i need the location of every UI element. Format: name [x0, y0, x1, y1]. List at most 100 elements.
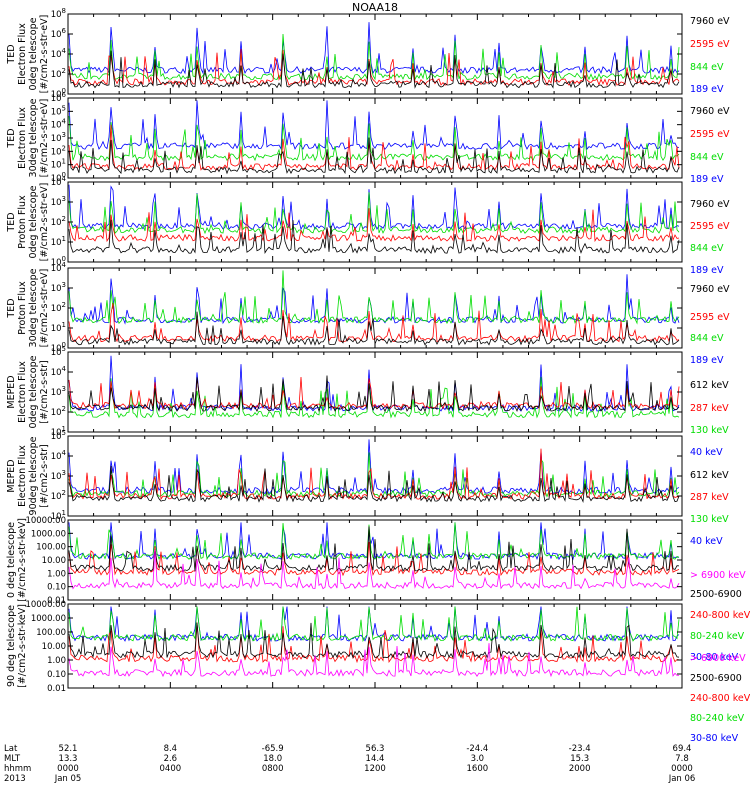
y-tick-label: 105 [51, 104, 66, 117]
y-tick-label: 102 [51, 144, 66, 157]
time-axis-tick-label: 1200 [364, 764, 386, 774]
series-trace-7960-ev [68, 50, 680, 89]
panel-frame [67, 435, 683, 517]
series-trace-80-240-kev [68, 606, 680, 643]
legend-entry: 7960 eV [690, 106, 730, 117]
y-tick-label: 0.10 [47, 670, 66, 680]
time-axis-tick-label: 3.0 [471, 754, 485, 764]
y-axis-label: [#/cm2-s-str-eV] [39, 99, 50, 178]
panel-frame [67, 351, 683, 433]
y-tick-label: 1.00 [47, 569, 66, 579]
y-tick-label: 1000.00 [31, 614, 66, 624]
y-tick-label: 10.00 [42, 556, 66, 566]
y-tick-label: 100 [51, 255, 66, 268]
time-axis-tick-label: Jan 06 [668, 774, 696, 784]
series-trace-2500-6900 [68, 526, 680, 573]
y-axis-label: [#/cm2-s-str] [39, 444, 50, 507]
y-tick-label: 0.01 [47, 684, 66, 694]
time-axis-tick-label: -65.9 [262, 744, 284, 754]
legend-entry: 2595 eV [690, 312, 730, 323]
legend-entry: 189 eV [690, 174, 724, 185]
legend-entry: 844 eV [690, 243, 724, 254]
time-axis-tick-label: 14.4 [366, 754, 385, 764]
legend-entry: 130 keV [690, 514, 729, 525]
y-tick-label: 10000.00 [25, 600, 66, 610]
legend-entry: 287 keV [690, 492, 729, 503]
time-axis-tick-label: 15.3 [570, 754, 589, 764]
y-axis-label: TED [6, 298, 17, 318]
time-axis-tick-label: 69.4 [673, 744, 692, 754]
legend-entry: 7960 eV [690, 199, 730, 210]
series-trace-2595-ev [68, 208, 680, 243]
time-axis-tick-label: 0000 [57, 764, 79, 774]
legend-entry: 612 keV [690, 380, 729, 391]
y-tick-label: 0.10 [47, 583, 66, 593]
time-axis-tick-label: 0800 [262, 764, 284, 774]
time-axis-row-label: hhmm [4, 764, 31, 774]
legend-entry: 189 eV [690, 84, 724, 95]
time-axis-tick-label: 52.1 [59, 744, 78, 754]
y-axis-label: 90deg telescope [28, 436, 39, 515]
y-tick-label: 100 [51, 87, 66, 100]
y-tick-label: 103 [51, 469, 66, 482]
y-tick-label: 104 [51, 118, 67, 131]
y-axis-label: 0deg telescope [28, 185, 39, 258]
y-tick-label: 106 [51, 91, 67, 104]
legend-entry: 30-80 keV [690, 652, 739, 663]
legend-entry: 2500-6900 [690, 673, 742, 684]
y-axis-label: TED [6, 212, 17, 232]
y-tick-label: 104 [51, 47, 67, 60]
time-axis-tick-label: -24.4 [466, 744, 488, 754]
y-axis-label: [#/cm2-s-str-eV] [39, 269, 50, 348]
legend-entry: 612 keV [690, 470, 729, 481]
series-trace-7960-ev [68, 219, 680, 255]
time-axis-tick-label: 0400 [160, 764, 182, 774]
series-trace--6900-kev [68, 643, 680, 678]
y-tick-label: 101 [51, 158, 66, 171]
panel-1: 100 102 104 106 108 TED Electron Flux 0deg tele… [6, 7, 730, 100]
y-tick-label: 103 [51, 131, 66, 144]
y-axis-label: 90 deg telescope [6, 605, 17, 687]
legend-entry: 189 eV [690, 265, 724, 276]
legend-entry: > 6900 keV [690, 570, 746, 581]
y-axis-label: MEPED [6, 459, 17, 492]
y-axis-label: 30deg telescope [28, 98, 39, 177]
time-axis-tick-label: 0000 [671, 764, 693, 774]
series-trace-844-ev [68, 33, 680, 81]
time-axis-tick-label: Jan 05 [54, 774, 82, 784]
chart-title: NOAA18 [351, 1, 399, 14]
y-axis-label: TED [6, 128, 17, 148]
y-tick-label: 1.00 [47, 656, 66, 666]
y-tick-label: 101 [51, 509, 66, 522]
y-axis-label: 0 deg telescope [6, 522, 17, 598]
time-axis-tick-label: 7.8 [675, 754, 689, 764]
y-tick-label: 104 [51, 175, 67, 188]
y-tick-label: 100.00 [36, 543, 66, 553]
y-tick-label: 101 [51, 321, 66, 334]
legend-entry: 2595 eV [690, 129, 730, 140]
panel-7: 0.01 0.10 1.00 10.00 100.00 1000.00 10000.00 0 … [6, 516, 750, 663]
legend-entry: 2595 eV [690, 221, 730, 232]
legend-entry: 844 eV [690, 152, 724, 163]
series-trace-2500-6900 [68, 622, 680, 660]
y-axis-label: TED [6, 44, 17, 64]
y-axis-label: [#/cm2-s-str-keV] [17, 604, 28, 688]
series-trace-30-80-kev [68, 606, 680, 643]
y-axis-label: [#/cm2-s-str-keV] [17, 518, 28, 602]
y-tick-label: 0.01 [47, 596, 66, 606]
y-axis-label: Proton Flux [17, 195, 28, 249]
legend-entry: 287 keV [690, 403, 729, 414]
legend-entry: > 6900 keV [690, 653, 746, 664]
series-trace-2595-ev [68, 303, 680, 343]
legend-entry: 130 keV [690, 425, 729, 436]
y-tick-label: 100.00 [36, 628, 66, 638]
y-axis-label: Electron Flux [17, 361, 28, 423]
y-tick-label: 105 [51, 345, 66, 358]
time-axis-tick-label: 56.3 [366, 744, 385, 754]
series-trace-189-ev [68, 184, 680, 231]
legend-entry: 80-240 keV [690, 713, 745, 724]
series-trace-2595-ev [68, 124, 680, 172]
series-trace-7960-ev [68, 311, 680, 346]
